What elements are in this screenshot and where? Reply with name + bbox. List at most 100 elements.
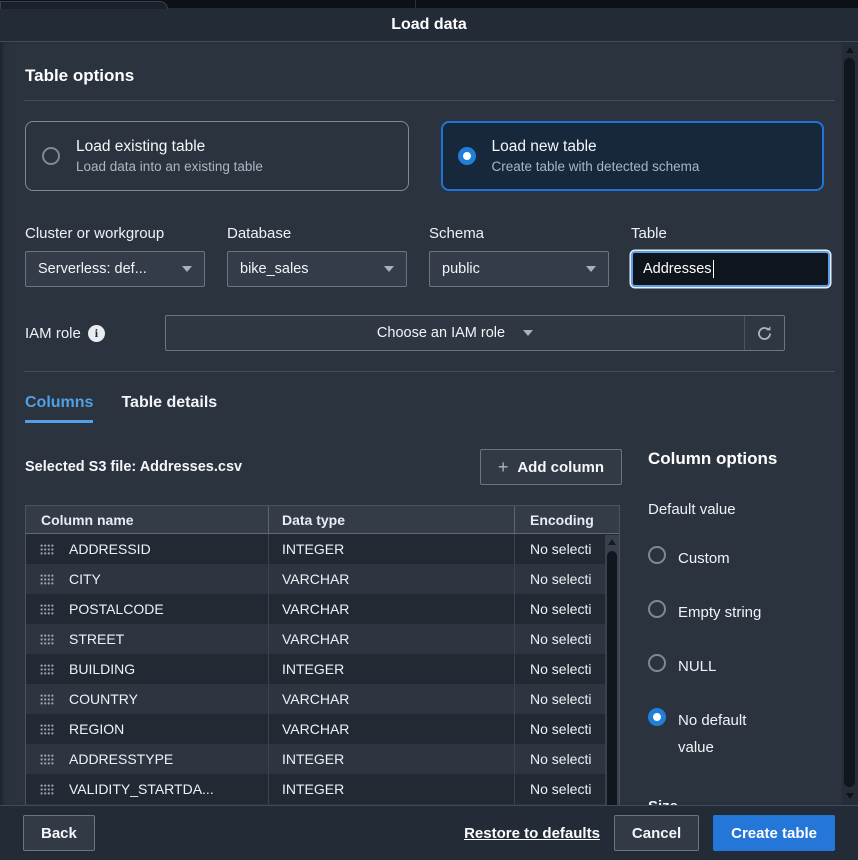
encoding-cell[interactable]: No selecti bbox=[515, 744, 619, 774]
radio-option-custom[interactable]: Custom bbox=[648, 545, 824, 572]
data-type-cell[interactable]: VARCHAR bbox=[269, 714, 515, 744]
column-name-cell[interactable]: VALIDITY_STARTDA... bbox=[26, 774, 269, 804]
encoding-value: No selecti bbox=[530, 781, 592, 797]
data-type-value: VARCHAR bbox=[282, 721, 350, 737]
column-name-value: POSTALCODE bbox=[69, 601, 164, 617]
radio-label: NULL bbox=[678, 658, 717, 675]
drag-handle-icon[interactable] bbox=[40, 693, 54, 705]
table-row: ADDRESSID INTEGER No selecti bbox=[26, 534, 619, 564]
radio-option-null[interactable]: NULL bbox=[648, 653, 824, 680]
drag-handle-icon[interactable] bbox=[40, 633, 54, 645]
scroll-down-icon[interactable] bbox=[846, 793, 854, 799]
column-name-cell[interactable]: COUNTRY bbox=[26, 684, 269, 714]
data-type-cell[interactable]: INTEGER bbox=[269, 654, 515, 684]
iam-role-label: IAM role bbox=[25, 324, 81, 342]
encoding-cell[interactable]: No selecti bbox=[515, 534, 619, 564]
database-select[interactable]: bike_sales bbox=[227, 251, 407, 287]
modal-header: Load data bbox=[0, 8, 858, 42]
iam-role-select-main[interactable]: Choose an IAM role bbox=[166, 316, 744, 350]
scroll-up-icon[interactable] bbox=[846, 47, 854, 53]
cancel-button[interactable]: Cancel bbox=[613, 815, 700, 851]
column-name-cell[interactable]: ADDRESSTYPE bbox=[26, 744, 269, 774]
data-type-cell[interactable]: INTEGER bbox=[269, 744, 515, 774]
drag-handle-icon[interactable] bbox=[40, 573, 54, 585]
modal-scrollbar[interactable] bbox=[842, 42, 858, 805]
data-type-value: INTEGER bbox=[282, 541, 345, 557]
scroll-up-icon[interactable] bbox=[608, 539, 616, 545]
selected-s3-file-text: Selected S3 file: Addresses.csv bbox=[25, 459, 243, 475]
add-column-label: Add column bbox=[517, 458, 604, 476]
cluster-select[interactable]: Serverless: def... bbox=[25, 251, 205, 287]
schema-label: Schema bbox=[429, 225, 485, 242]
background-tab[interactable] bbox=[0, 1, 168, 9]
radio-unchecked-icon[interactable] bbox=[648, 654, 666, 672]
default-value-label: Default value bbox=[648, 501, 736, 518]
encoding-cell[interactable]: No selecti bbox=[515, 594, 619, 624]
modal-scrollbar-thumb[interactable] bbox=[844, 58, 855, 787]
back-button[interactable]: Back bbox=[23, 815, 95, 851]
header-data-type: Data type bbox=[269, 506, 515, 533]
data-type-value: VARCHAR bbox=[282, 631, 350, 647]
table-scrollbar[interactable] bbox=[605, 535, 619, 805]
schema-select-value: public bbox=[442, 261, 480, 277]
radio-unchecked-icon[interactable] bbox=[648, 600, 666, 618]
column-name-value: ADDRESSID bbox=[69, 541, 151, 557]
drag-handle-icon[interactable] bbox=[40, 753, 54, 765]
table-name-value: Addresses bbox=[643, 261, 712, 277]
data-type-value: INTEGER bbox=[282, 751, 345, 767]
data-type-cell[interactable]: VARCHAR bbox=[269, 684, 515, 714]
data-type-cell[interactable]: VARCHAR bbox=[269, 624, 515, 654]
encoding-cell[interactable]: No selecti bbox=[515, 684, 619, 714]
drag-handle-icon[interactable] bbox=[40, 663, 54, 675]
column-name-cell[interactable]: ADDRESSID bbox=[26, 534, 269, 564]
tab-table-details[interactable]: Table details bbox=[121, 394, 218, 411]
encoding-cell[interactable]: No selecti bbox=[515, 774, 619, 804]
encoding-value: No selecti bbox=[530, 721, 592, 737]
encoding-cell[interactable]: No selecti bbox=[515, 654, 619, 684]
radio-unchecked-icon[interactable] bbox=[42, 147, 60, 165]
restore-to-defaults-link[interactable]: Restore to defaults bbox=[464, 824, 600, 842]
encoding-cell[interactable]: No selecti bbox=[515, 624, 619, 654]
radio-unchecked-icon[interactable] bbox=[648, 546, 666, 564]
database-select-value: bike_sales bbox=[240, 261, 309, 277]
drag-handle-icon[interactable] bbox=[40, 543, 54, 555]
column-name-cell[interactable]: POSTALCODE bbox=[26, 594, 269, 624]
data-type-cell[interactable]: INTEGER bbox=[269, 534, 515, 564]
encoding-cell[interactable]: No selecti bbox=[515, 564, 619, 594]
table-name-input[interactable]: Addresses bbox=[631, 251, 830, 287]
column-name-cell[interactable]: STREET bbox=[26, 624, 269, 654]
encoding-cell[interactable]: No selecti bbox=[515, 714, 619, 744]
column-name-cell[interactable]: CITY bbox=[26, 564, 269, 594]
iam-role-select[interactable]: Choose an IAM role bbox=[165, 315, 785, 351]
drag-handle-icon[interactable] bbox=[40, 723, 54, 735]
schema-select[interactable]: public bbox=[429, 251, 609, 287]
tab-columns[interactable]: Columns bbox=[25, 394, 94, 423]
column-name-cell[interactable]: REGION bbox=[26, 714, 269, 744]
info-icon[interactable]: i bbox=[87, 324, 105, 342]
radio-checked-icon[interactable] bbox=[457, 147, 476, 165]
load-existing-table-card[interactable]: Load existing table Load data into an ex… bbox=[25, 121, 409, 191]
data-type-cell[interactable]: VARCHAR bbox=[269, 594, 515, 624]
data-type-cell[interactable]: VARCHAR bbox=[269, 564, 515, 594]
encoding-value: No selecti bbox=[530, 631, 592, 647]
table-row: STREET VARCHAR No selecti bbox=[26, 624, 619, 654]
column-name-cell[interactable]: BUILDING bbox=[26, 654, 269, 684]
cluster-label: Cluster or workgroup bbox=[25, 225, 165, 242]
table-scrollbar-thumb[interactable] bbox=[607, 551, 617, 805]
load-new-table-card[interactable]: Load new table Create table with detecte… bbox=[440, 121, 824, 191]
table-row: REGION VARCHAR No selecti bbox=[26, 714, 619, 744]
radio-option-empty-string[interactable]: Empty string bbox=[648, 599, 824, 626]
drag-handle-icon[interactable] bbox=[40, 783, 54, 795]
chevron-down-icon bbox=[523, 330, 534, 336]
add-column-button[interactable]: + Add column bbox=[479, 449, 622, 485]
radio-option-no-default-value[interactable]: No default value bbox=[648, 707, 824, 761]
modal-footer: Back Restore to defaults Cancel Create t… bbox=[0, 805, 858, 860]
refresh-iam-roles-button[interactable] bbox=[744, 316, 784, 350]
encoding-value: No selecti bbox=[530, 691, 592, 707]
create-table-button[interactable]: Create table bbox=[713, 815, 835, 851]
drag-handle-icon[interactable] bbox=[40, 603, 54, 615]
data-type-cell[interactable]: INTEGER bbox=[269, 774, 515, 804]
table-options-heading: Table options bbox=[25, 66, 135, 85]
radio-checked-icon[interactable] bbox=[648, 708, 666, 726]
encoding-value: No selecti bbox=[530, 571, 592, 587]
